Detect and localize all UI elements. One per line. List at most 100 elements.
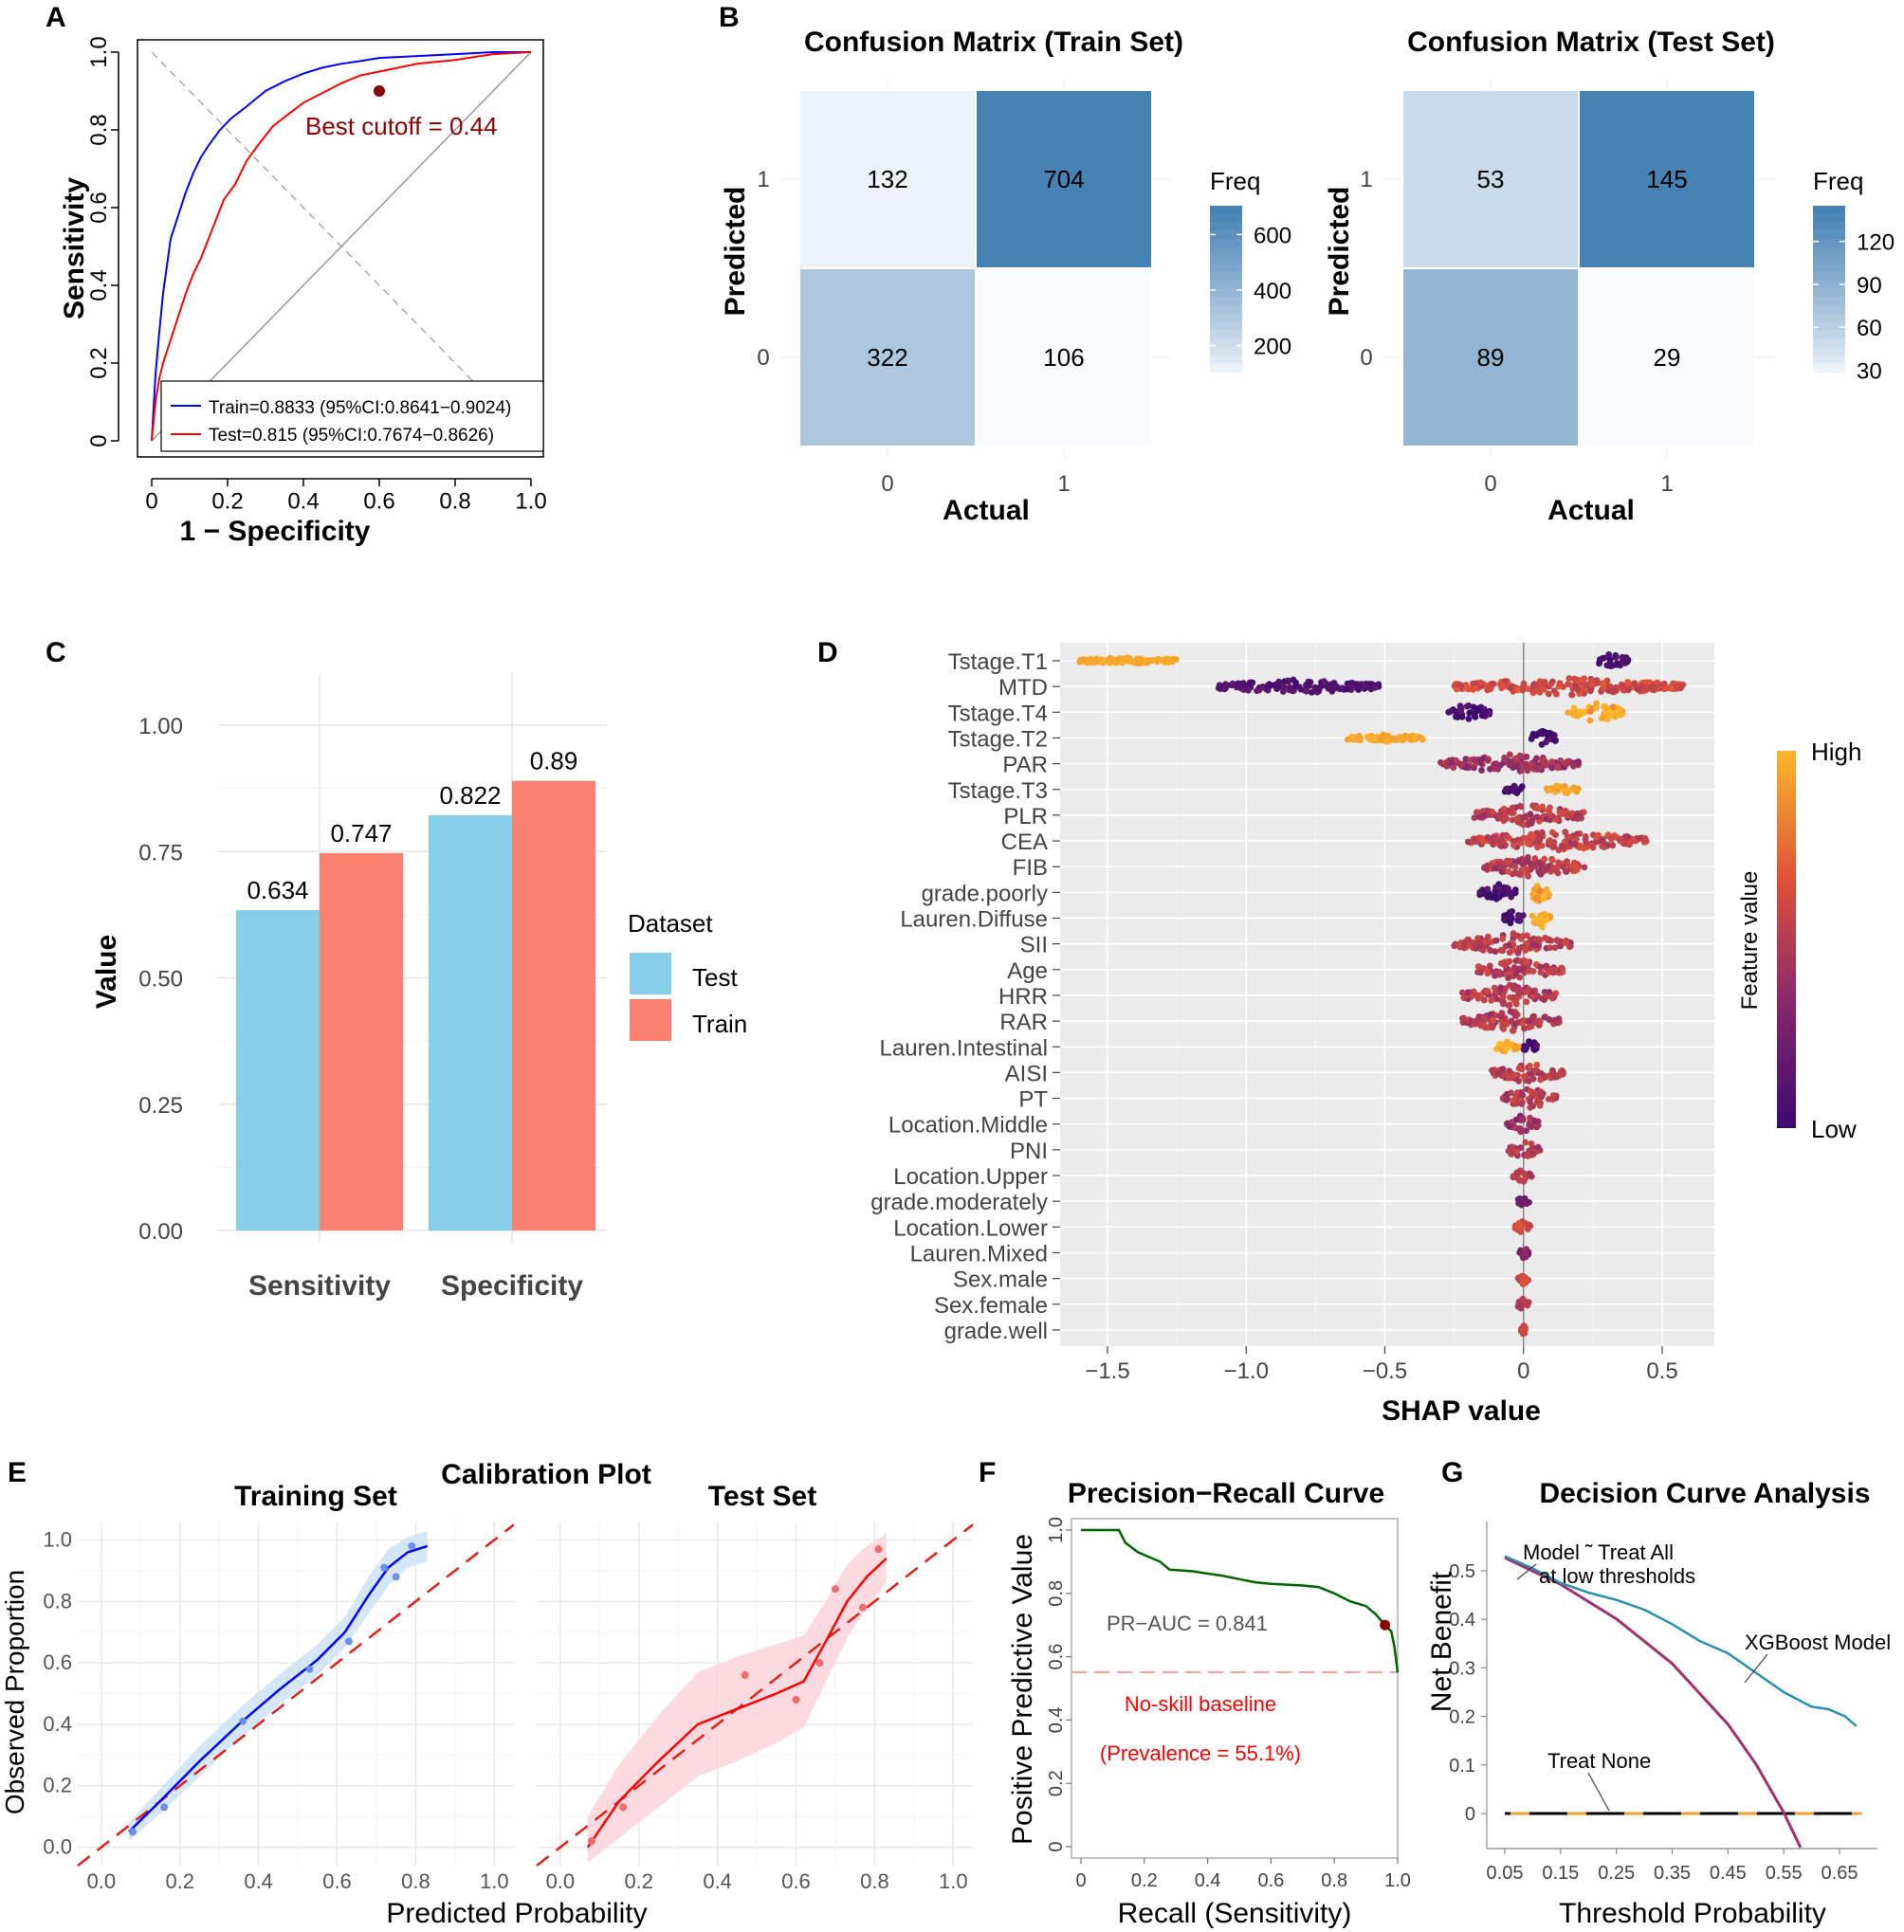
roc-reference-lines bbox=[151, 51, 532, 442]
calibration-x-tick-label: 0.6 bbox=[322, 1869, 352, 1893]
shap-point bbox=[1247, 679, 1254, 686]
shap-point bbox=[1673, 683, 1680, 690]
shap-point bbox=[1484, 834, 1492, 841]
cm-test-legend-title: Freq bbox=[1813, 167, 1863, 195]
calibration-facet-test: Test Set bbox=[708, 1481, 816, 1512]
shap-point bbox=[1542, 758, 1549, 766]
shap-point bbox=[1516, 752, 1524, 759]
shap-point bbox=[1470, 686, 1476, 693]
dca-y-tick-label: 0 bbox=[1465, 1804, 1475, 1825]
shap-feature-label: RAR bbox=[999, 1010, 1048, 1035]
cm-legend-tick-label: 30 bbox=[1857, 358, 1882, 384]
shap-point bbox=[1518, 1101, 1526, 1107]
shap-point bbox=[1474, 969, 1481, 975]
roc-frame bbox=[137, 39, 544, 458]
dca-x-tick-label: 0.45 bbox=[1710, 1863, 1747, 1884]
shap-point bbox=[1498, 868, 1506, 875]
calibration-ideal-line-test bbox=[536, 1523, 974, 1867]
bar-data-label: 0.89 bbox=[530, 747, 578, 775]
shap-point bbox=[1511, 864, 1519, 871]
shap-point bbox=[1229, 681, 1236, 687]
cm-legend-tick-label: 120 bbox=[1857, 230, 1895, 256]
shap-feature-label: PLR bbox=[1003, 804, 1048, 829]
cm-legend-step bbox=[1813, 264, 1845, 273]
shap-point bbox=[1528, 830, 1534, 838]
shap-point bbox=[1496, 836, 1503, 844]
shap-point bbox=[1660, 680, 1668, 687]
shap-point bbox=[1641, 835, 1649, 842]
shap-feature-label: grade.poorly bbox=[922, 881, 1048, 906]
roc-y-tick-label: 0.4 bbox=[86, 269, 112, 301]
calibration-band-test bbox=[587, 1534, 887, 1863]
shap-point bbox=[1173, 656, 1180, 663]
shap-point bbox=[1505, 1075, 1512, 1082]
roc-panel: 0 0.2 0.4 0.6 0.8 1.0 0 0.2 0.4 0.6 0.8 1.0 Best cu… bbox=[59, 36, 547, 547]
shap-point bbox=[1541, 855, 1548, 863]
shap-x-tick-label: −1.5 bbox=[1085, 1358, 1129, 1384]
shap-point bbox=[1498, 683, 1506, 691]
shap-point bbox=[1482, 865, 1490, 871]
shap-point bbox=[1517, 957, 1525, 965]
cm-legend-step bbox=[1813, 222, 1845, 232]
dca-label-leader bbox=[1744, 1653, 1768, 1684]
shap-point bbox=[1582, 836, 1589, 844]
shap-point bbox=[1485, 710, 1492, 717]
shap-point bbox=[1484, 968, 1491, 975]
shap-point bbox=[1618, 659, 1625, 666]
cm-legend-step bbox=[1210, 297, 1242, 306]
shap-point bbox=[1480, 838, 1487, 845]
cm-train-cells: 322 106 132 704 0 1 0 1 200 400 600 bbox=[757, 79, 1291, 497]
shap-point bbox=[1382, 738, 1389, 745]
shap-point bbox=[1463, 702, 1471, 710]
shap-point bbox=[1554, 1019, 1562, 1027]
shap-point bbox=[1474, 705, 1482, 713]
calibration-y-tick-label: 1.0 bbox=[43, 1527, 72, 1551]
shap-point bbox=[1548, 829, 1556, 836]
shap-point bbox=[1119, 659, 1126, 666]
shap-x-label: SHAP value bbox=[1382, 1395, 1541, 1427]
shap-feature-label: grade.well bbox=[944, 1319, 1048, 1344]
shap-point bbox=[1524, 767, 1531, 775]
cm-test-cells: 89 29 53 145 0 1 0 1 30 60 90 120 bbox=[1360, 79, 1895, 497]
shap-point bbox=[1531, 1067, 1539, 1074]
calibration-y-tick-label: 0.4 bbox=[43, 1712, 72, 1736]
cm-train-y-label: Predicted bbox=[720, 187, 751, 317]
calibration-x-tick-label: 0.8 bbox=[860, 1869, 889, 1893]
shap-point bbox=[1496, 1040, 1504, 1048]
shap-point bbox=[1352, 683, 1360, 689]
shap-point bbox=[1519, 1117, 1527, 1123]
cm-legend-step bbox=[1210, 321, 1242, 332]
shap-point bbox=[1536, 1102, 1544, 1109]
calibration-x-tick-label: 0.2 bbox=[624, 1869, 653, 1893]
calibration-x-tick-label: 1.0 bbox=[480, 1869, 509, 1893]
pr-best-point bbox=[1380, 1619, 1391, 1631]
pr-y-tick-label: 0.6 bbox=[1046, 1644, 1067, 1670]
shap-point bbox=[1505, 1002, 1512, 1009]
shap-point bbox=[1562, 829, 1569, 836]
pr-x-label: Recall (Sensitivity) bbox=[1118, 1898, 1352, 1929]
panel-letter-f: F bbox=[979, 1457, 996, 1488]
cm-y-tick-label: 0 bbox=[1360, 345, 1372, 371]
shap-point bbox=[1548, 758, 1556, 765]
cm-cell-value: 322 bbox=[867, 343, 907, 372]
shap-point bbox=[1365, 733, 1372, 740]
shap-point bbox=[1554, 938, 1561, 944]
cm-legend-step bbox=[1813, 321, 1845, 332]
pr-y-tick-label: 0.8 bbox=[1046, 1580, 1067, 1607]
shap-point bbox=[1521, 813, 1529, 820]
shap-point bbox=[1492, 948, 1499, 956]
shap-point bbox=[1510, 1097, 1517, 1104]
shap-point bbox=[1533, 805, 1541, 812]
shap-point bbox=[1545, 690, 1552, 698]
cm-legend-step bbox=[1813, 338, 1845, 348]
cm-legend-step bbox=[1210, 239, 1242, 248]
shap-point bbox=[1521, 1025, 1528, 1032]
shap-point bbox=[1241, 682, 1249, 689]
shap-point bbox=[1536, 764, 1544, 772]
roc-curve-train bbox=[151, 51, 531, 442]
bar-data-label: 0.634 bbox=[247, 876, 308, 904]
shap-point bbox=[1498, 946, 1505, 954]
shap-point bbox=[1531, 764, 1539, 771]
shap-point bbox=[1510, 931, 1517, 939]
shap-point bbox=[1507, 914, 1514, 921]
